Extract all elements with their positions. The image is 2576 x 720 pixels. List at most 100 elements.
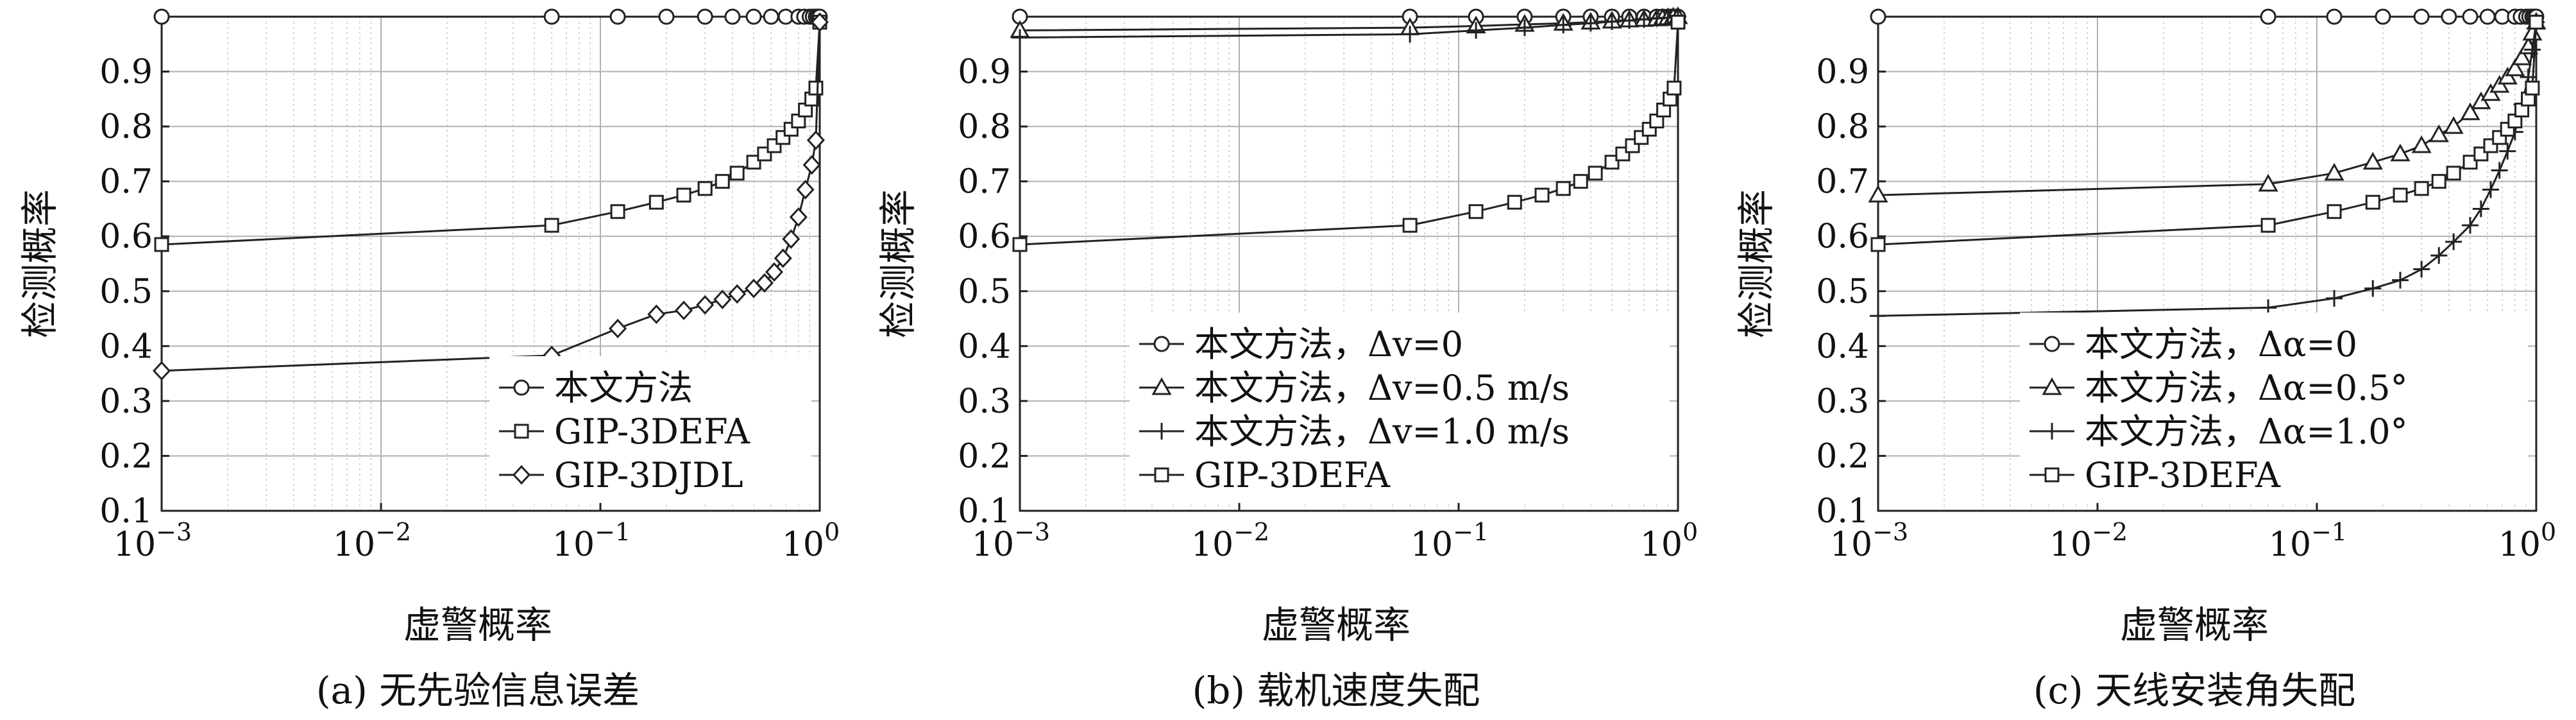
data-point <box>1516 19 1533 37</box>
data-point <box>2392 271 2409 289</box>
y-tick-label: 0.2 <box>1816 437 1869 476</box>
data-point <box>2258 173 2278 192</box>
y-tick-label: 0.2 <box>958 437 1011 476</box>
series-line <box>161 22 821 372</box>
x-axis-label: 虚警概率 <box>1262 603 1411 647</box>
legend-marker <box>1154 467 1169 483</box>
y-tick-label: 0.4 <box>99 327 153 366</box>
data-point <box>2505 58 2525 76</box>
data-point <box>2365 194 2380 210</box>
data-point <box>745 8 762 25</box>
data-point <box>2479 8 2496 25</box>
legend-box <box>489 356 811 502</box>
x-tick-label: 10−3 <box>114 518 192 564</box>
legend: 本文方法，Δα=0本文方法，Δα=0.5°本文方法，Δα=1.0°GIP-3DE… <box>2020 313 2528 502</box>
data-point <box>2326 8 2343 25</box>
data-point <box>2260 218 2276 233</box>
y-tick-label: 0.8 <box>958 108 1011 146</box>
data-point <box>1870 237 1886 252</box>
legend-box <box>2020 313 2528 502</box>
series-line <box>1019 22 1679 246</box>
data-point <box>729 166 745 181</box>
series-triangle <box>1868 12 2546 203</box>
x-tick-label: 10−2 <box>2049 518 2128 564</box>
legend-label: GIP-3DEFA <box>1194 455 1391 495</box>
legend-marker <box>513 379 530 396</box>
x-axis-label: 虚警概率 <box>2120 603 2269 647</box>
legend-label: 本文方法 <box>554 368 693 408</box>
x-axis-label: 虚警概率 <box>403 603 552 647</box>
data-point <box>1870 307 1886 325</box>
data-point <box>2460 102 2480 121</box>
data-point <box>2411 135 2432 153</box>
x-tick-label: 10−2 <box>1191 518 1269 564</box>
series-square <box>1012 15 1686 252</box>
y-tick-label: 0.3 <box>1816 382 1869 421</box>
legend-marker <box>514 424 529 439</box>
data-point <box>755 273 774 293</box>
data-point <box>2413 8 2430 25</box>
data-point <box>1588 166 1603 181</box>
legend-marker <box>512 465 531 485</box>
data-point <box>1604 13 1621 30</box>
y-tick-label: 0.4 <box>1816 327 1869 366</box>
x-tick-label: 10−3 <box>1830 518 1908 564</box>
y-tick-label: 0.1 <box>99 492 153 531</box>
data-point <box>2430 247 2448 264</box>
data-point <box>2445 233 2462 250</box>
y-tick-label: 0.9 <box>958 53 1011 92</box>
series-diamond <box>152 12 829 381</box>
data-point <box>2413 261 2430 278</box>
legend-marker <box>1153 423 1170 440</box>
data-point <box>1534 187 1550 203</box>
series-square <box>1870 15 2544 252</box>
legend-label: 本文方法，Δv=0 <box>1194 324 1463 364</box>
legend-box <box>1130 313 1670 502</box>
data-point <box>696 295 715 315</box>
data-point <box>544 218 559 233</box>
y-tick-label: 0.1 <box>958 492 1011 531</box>
data-point <box>647 304 666 324</box>
subplot-c: 0.1 0.2 0.3 0.4 0.5 0.6 0.7 0.8 0.9 10−3 10−2 10−1 1… <box>1734 8 2556 712</box>
legend-marker <box>2044 467 2060 483</box>
data-point <box>789 207 808 227</box>
data-point <box>2362 151 2383 170</box>
data-point <box>2393 187 2408 203</box>
data-point <box>2523 41 2541 58</box>
y-axis-label: 检测概率 <box>876 189 920 338</box>
data-point <box>658 8 675 25</box>
y-tick-label: 0.8 <box>1816 108 1869 146</box>
data-point <box>2482 181 2499 198</box>
data-point <box>2446 166 2461 181</box>
y-tick-label: 0.5 <box>99 273 153 311</box>
data-point <box>1468 204 1484 219</box>
data-point <box>610 204 625 219</box>
data-point <box>1507 194 1522 210</box>
x-tick-label: 10−3 <box>972 518 1050 564</box>
y-tick-label: 0.4 <box>958 327 1011 366</box>
data-point <box>746 155 761 170</box>
legend-label: 本文方法，Δv=1.0 m/s <box>1194 411 1570 452</box>
legend-marker <box>2044 423 2060 440</box>
data-point <box>2428 124 2449 142</box>
data-point <box>1012 29 1028 46</box>
series-square <box>154 15 827 252</box>
x-tick-label: 10−1 <box>2269 518 2347 564</box>
data-point <box>2260 8 2276 25</box>
series-line <box>1019 15 1679 39</box>
legend-marker <box>1151 377 1172 395</box>
subplot-a: 0.1 0.2 0.3 0.4 0.5 0.6 0.7 0.8 0.9 10−3 10−2 10−1 1… <box>18 8 840 712</box>
data-point <box>2324 162 2344 181</box>
y-tick-label: 0.7 <box>958 163 1011 201</box>
y-tick-label: 0.1 <box>1816 492 1869 531</box>
data-point <box>2390 143 2411 162</box>
data-point <box>2499 142 2516 160</box>
data-point <box>154 237 169 252</box>
data-point <box>697 8 713 25</box>
data-point <box>1555 16 1572 33</box>
data-point <box>1868 185 1888 203</box>
data-point <box>1012 237 1028 252</box>
data-point <box>715 174 730 189</box>
legend-marker <box>1153 336 1170 352</box>
data-point <box>2364 280 2382 297</box>
